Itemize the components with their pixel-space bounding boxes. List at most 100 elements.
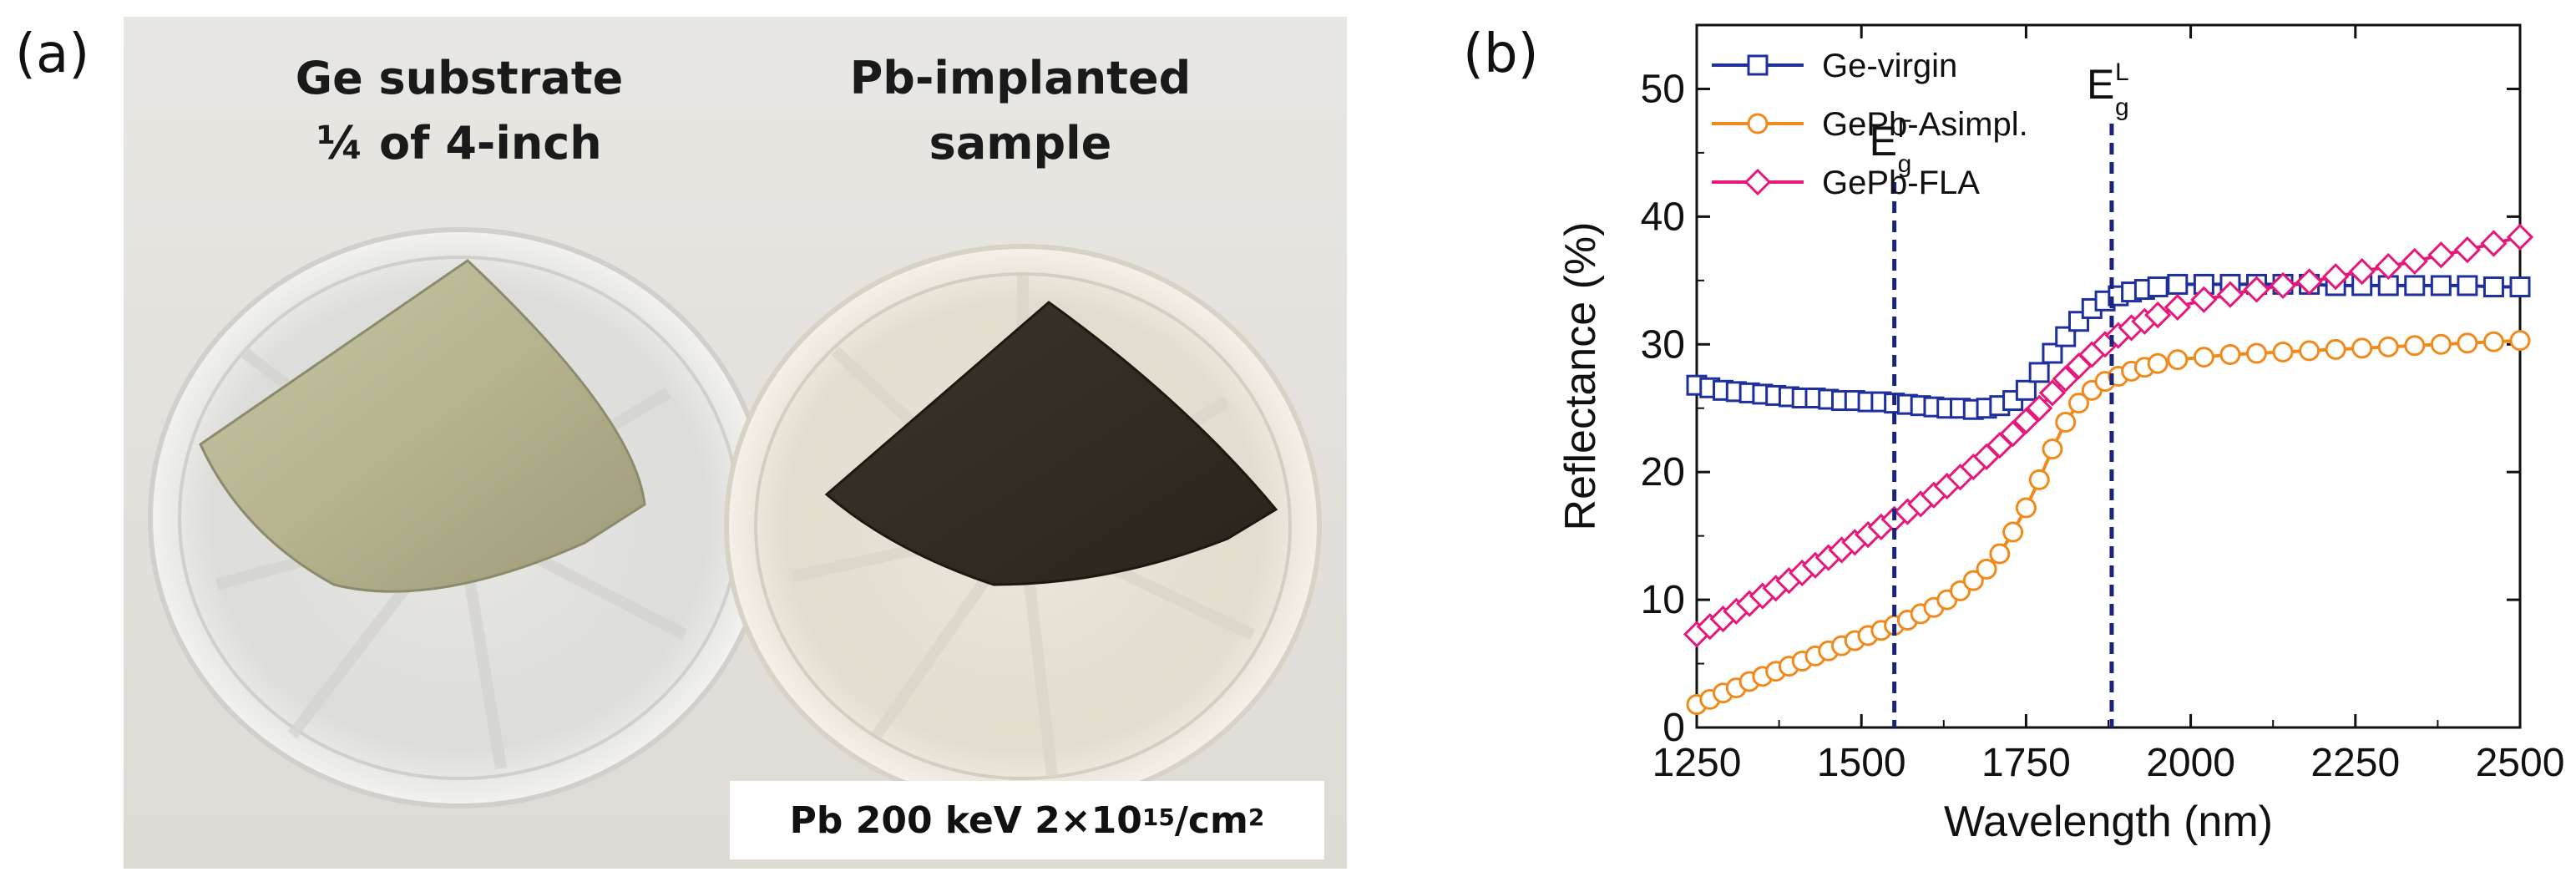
data-point-gepb-asimpl-42 [2325,338,2346,360]
data-point-gepb-asimpl-49 [2509,330,2531,352]
data-point-gepb-fla-47 [2453,236,2482,264]
pb-implanted-wafer-piece [824,301,1278,586]
data-point-gepb-asimpl-21 [1962,570,1984,591]
data-point-ge-virgin-45 [2404,275,2426,297]
annotation-sup-E-L: L [2115,58,2129,86]
data-point-gepb-fla-26 [2026,394,2053,422]
petri-dish-right-rim [754,272,1292,780]
data-point-ge-virgin-27 [2042,342,2063,364]
data-point-gepb-asimpl-37 [2193,347,2214,368]
chart-legend: Ge-virgin GePb-Asimpl. GePb-FLA [1712,48,2028,201]
data-point-gepb-fla-35 [2144,301,2172,329]
x-axis-title: Wavelength (nm) [1944,798,2273,846]
data-point-gepb-fla-40 [2269,271,2297,300]
right-sample-title-line2: sample [929,117,1112,170]
data-point-gepb-asimpl-46 [2430,333,2452,355]
legend-marker-gepb-asimpl [1747,113,1769,134]
annotation-sub-E-gamma: g [1898,150,1912,178]
y-tick-label-1: 10 [1641,578,1685,622]
data-point-ge-virgin-47 [2457,275,2478,297]
y-tick-label-3: 30 [1641,322,1685,367]
left-sample-title-line1: Ge substrate [296,52,623,104]
data-point-gepb-fla-48 [2480,230,2508,257]
data-point-gepb-asimpl-39 [2245,342,2267,364]
data-point-gepb-asimpl-28 [2055,412,2077,433]
annotation-sup-E-gamma: Γ [1898,115,1912,143]
data-point-gepb-fla-24 [1999,420,2027,448]
data-point-gepb-asimpl-40 [2272,341,2294,362]
annotation-sub-E-L: g [2115,94,2129,121]
annotation-base-E-L: E [2087,61,2114,108]
legend-label-gepb-asimpl: GePb-Asimpl. [1822,106,2028,143]
legend-label-ge-virgin: Ge-virgin [1822,48,1957,84]
chart-axes-group: 1250 1500 1750 2000 2250 2500 0 10 20 30 40 50 Wavel… [1556,23,2565,846]
data-point-gepb-asimpl-25 [2015,497,2037,519]
data-point-ge-virgin-25 [2015,379,2037,401]
x-tick-label-2: 1750 [1981,741,2071,785]
data-point-ge-virgin-35 [2147,276,2169,297]
caption-exponent-1: 15 [1141,803,1175,831]
data-point-gepb-fla-27 [2038,379,2067,407]
data-point-gepb-asimpl-48 [2482,331,2504,352]
data-point-gepb-asimpl-27 [2042,438,2063,460]
data-point-gepb-asimpl-47 [2457,332,2478,354]
legend-label-gepb-fla: GePb-FLA [1822,165,1980,201]
data-point-gepb-asimpl-43 [2351,337,2373,359]
y-tick-label-4: 40 [1641,195,1685,239]
data-point-gepb-asimpl-41 [2299,340,2320,362]
data-point-gepb-asimpl-35 [2147,352,2169,374]
x-tick-label-0: 1250 [1652,741,1742,785]
data-point-gepb-fla-43 [2348,257,2376,286]
implant-condition-caption: Pb 200 keV 2×10 15/cm 2 [730,781,1324,859]
legend-marker-gepb-fla [1743,168,1772,196]
left-sample-title-line2: ¼ of 4-inch [316,117,601,170]
data-point-gepb-asimpl-26 [2028,469,2050,490]
data-point-gepb-asimpl-44 [2377,336,2399,357]
data-point-ge-virgin-49 [2509,276,2531,297]
data-point-gepb-fla-37 [2190,286,2218,313]
chart-series-group [1683,223,2534,715]
y-axis-title: Reflectance (%) [1556,222,1605,531]
data-point-gepb-asimpl-29 [2068,393,2090,414]
panel-b-label: (b) [1463,23,1539,85]
x-tick-label-3: 2000 [2146,741,2235,785]
data-point-gepb-fla-36 [2164,293,2191,322]
data-point-gepb-asimpl-23 [1989,543,2011,565]
data-point-ge-virgin-26 [2028,362,2050,383]
data-point-gepb-fla-42 [2322,263,2350,291]
data-point-ge-virgin-46 [2430,275,2452,297]
annotation-base-E-gamma: E [1870,118,1897,165]
data-point-ge-virgin-48 [2482,276,2504,297]
data-point-gepb-fla-28 [2052,365,2079,393]
data-point-gepb-asimpl-38 [2219,344,2241,366]
data-point-gepb-fla-49 [2506,223,2534,251]
data-point-gepb-fla-38 [2216,281,2245,308]
reflectance-chart: 1250 1500 1750 2000 2250 2500 0 10 20 30 40 50 Wavel… [1556,23,2565,846]
caption-unit: /cm [1174,798,1248,842]
data-point-gepb-asimpl-45 [2404,335,2426,357]
data-point-gepb-fla-44 [2375,252,2402,281]
data-point-gepb-fla-45 [2401,247,2428,276]
data-point-ge-virgin-36 [2167,273,2189,295]
y-tick-label-2: 20 [1641,450,1685,494]
data-point-gepb-asimpl-24 [2002,521,2024,543]
caption-main: Pb 200 keV 2×10 [789,798,1142,842]
data-point-gepb-fla-39 [2243,276,2270,303]
legend-marker-ge-virgin [1747,54,1769,76]
right-sample-title-line1: Pb-implanted [850,52,1192,104]
caption-exponent-2: 2 [1248,803,1265,831]
sample-photo: Ge substrate ¼ of 4-inch Pb-implanted sa… [124,17,1347,869]
x-tick-label-4: 2250 [2310,741,2400,785]
y-tick-label-0: 0 [1663,706,1685,750]
data-point-gepb-asimpl-22 [1976,558,1997,580]
x-tick-label-5: 2500 [2476,741,2565,785]
data-point-ge-virgin-28 [2055,326,2077,347]
data-point-gepb-fla-25 [2012,407,2040,435]
panel-a-label: (a) [15,23,90,85]
x-tick-label-1: 1500 [1817,741,1906,785]
data-point-gepb-asimpl-36 [2167,349,2189,371]
ge-wafer-piece [199,259,646,593]
y-tick-label-5: 50 [1641,67,1685,111]
data-point-gepb-fla-41 [2295,268,2323,296]
